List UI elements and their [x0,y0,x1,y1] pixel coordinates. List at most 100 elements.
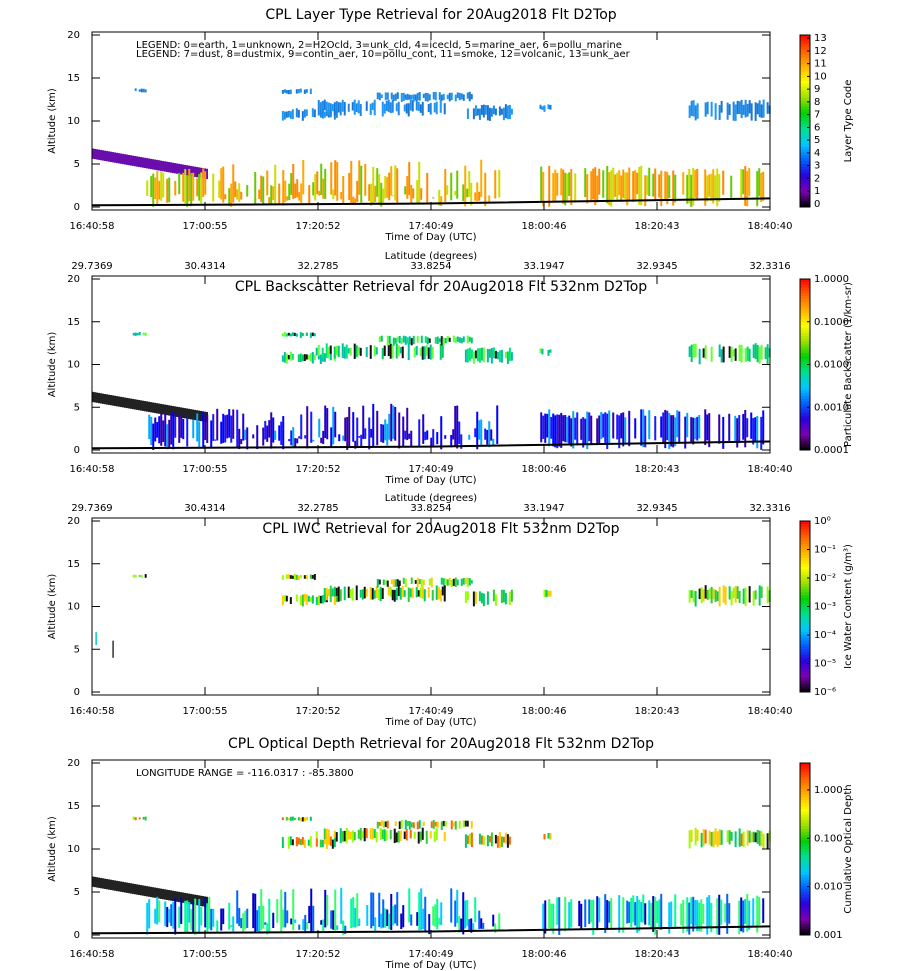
curtain-pixel [738,101,741,115]
curtain-pixel [339,589,342,601]
curtain-pixel [196,166,198,178]
curtain-pixel [718,344,721,358]
curtain-pixel [494,835,497,844]
curtain-pixel [404,430,407,440]
curtain-pixel [290,173,293,195]
curtain-pixel [364,163,367,196]
curtain-pixel [480,419,483,445]
curtain-pixel [408,162,411,196]
curtain-pixel [398,335,401,344]
curtain-pixel [308,905,311,924]
curtain-pixel [307,354,310,360]
curtain-pixel [588,899,591,924]
curtain-pixel [380,913,383,929]
curtain-pixel [158,416,161,444]
curtain-pixel [718,105,721,120]
colorbar-segment [800,364,810,368]
curtain-pixel [454,900,457,927]
curtain-pixel [343,101,346,116]
colorbar-tick-label: 10⁻¹ [814,545,836,556]
curtain-pixel [170,162,172,173]
curtain-pixel [340,191,343,200]
curtain-pixel [698,348,701,365]
curtain-pixel [722,416,725,449]
curtain-pixel [202,412,205,448]
curtain-pixel [436,432,439,445]
colorbar-segment [800,529,810,533]
curtain-pixel [303,839,306,849]
curtain-pixel [407,343,410,361]
curtain-pixel [370,428,373,438]
curtain-pixel [580,903,583,929]
curtain-pixel [359,827,362,841]
curtain-pixel [160,888,162,899]
curtain-pixel [134,155,136,167]
curtain-pixel [311,332,314,337]
colorbar-segment [800,424,810,428]
x-tick-label: 17:20:52 [296,949,341,960]
curtain-pixel [100,149,102,161]
colorbar-tick-label: 0.0010 [814,402,849,413]
curtain-pixel [320,163,323,196]
curtain-pixel [412,94,415,102]
curtain-pixel [688,830,691,849]
curtain-pixel [303,89,306,94]
curtain-pixel [118,396,120,407]
curtain-pixel [734,104,737,121]
curtain-pixel [410,914,413,926]
curtain-pixel [198,167,200,178]
curtain-pixel [564,172,567,206]
curtain-pixel [417,831,420,844]
colorbar-segment [800,920,810,925]
colorbar-segment [800,418,810,422]
curtain-pixel [296,438,299,444]
curtain-pixel [742,900,745,933]
curtain-pixel [416,577,419,587]
curtain-pixel [452,578,455,586]
colorbar-segment [800,112,810,116]
curtain-pixel [434,337,437,344]
y-tick-label: 0 [74,930,80,941]
curtain-pixel [148,899,151,929]
curtain-pixel [160,413,163,446]
curtain-pixel [442,820,445,827]
curtain-pixel [443,831,446,842]
curtain-pixel [718,414,721,444]
curtain-pixel [674,417,677,446]
curtain-pixel [366,905,369,926]
colorbar-segment [800,595,810,599]
curtain-pixel [436,821,439,828]
curtain-pixel [268,197,271,205]
curtain-pixel [394,338,397,344]
curtain-pixel [354,440,357,449]
curtain-pixel [344,925,347,934]
curtain-pixel [142,88,145,93]
curtain-pixel [688,346,691,357]
curtain-pixel [504,104,507,119]
curtain-pixel [604,894,607,933]
curtain-pixel [214,439,217,441]
curtain-pixel [289,351,292,361]
curtain-pixel [100,877,102,889]
curtain-pixel [432,906,435,926]
curtain-pixel [301,817,304,822]
colorbar-segment [800,393,810,397]
curtain-pixel [373,345,376,357]
curtain-pixel [612,412,615,439]
curtain-pixel [104,393,106,405]
x-tick-label: 17:00:55 [183,221,228,232]
curtain-pixel [450,820,453,830]
curtain-pixel [464,834,467,848]
curtain-pixel [427,104,430,113]
curtain-pixel [592,168,595,200]
x-tick-label: 18:00:46 [522,464,567,475]
colorbar-segment [800,654,810,659]
curtain-pixel [746,346,749,361]
curtain-pixel [370,892,373,929]
curtain-pixel [702,829,705,847]
curtain-pixel [409,99,412,111]
curtain-pixel [424,431,427,441]
curtain-pixel [408,336,411,345]
curtain-pixel [319,595,322,604]
curtain-pixel [290,918,293,925]
